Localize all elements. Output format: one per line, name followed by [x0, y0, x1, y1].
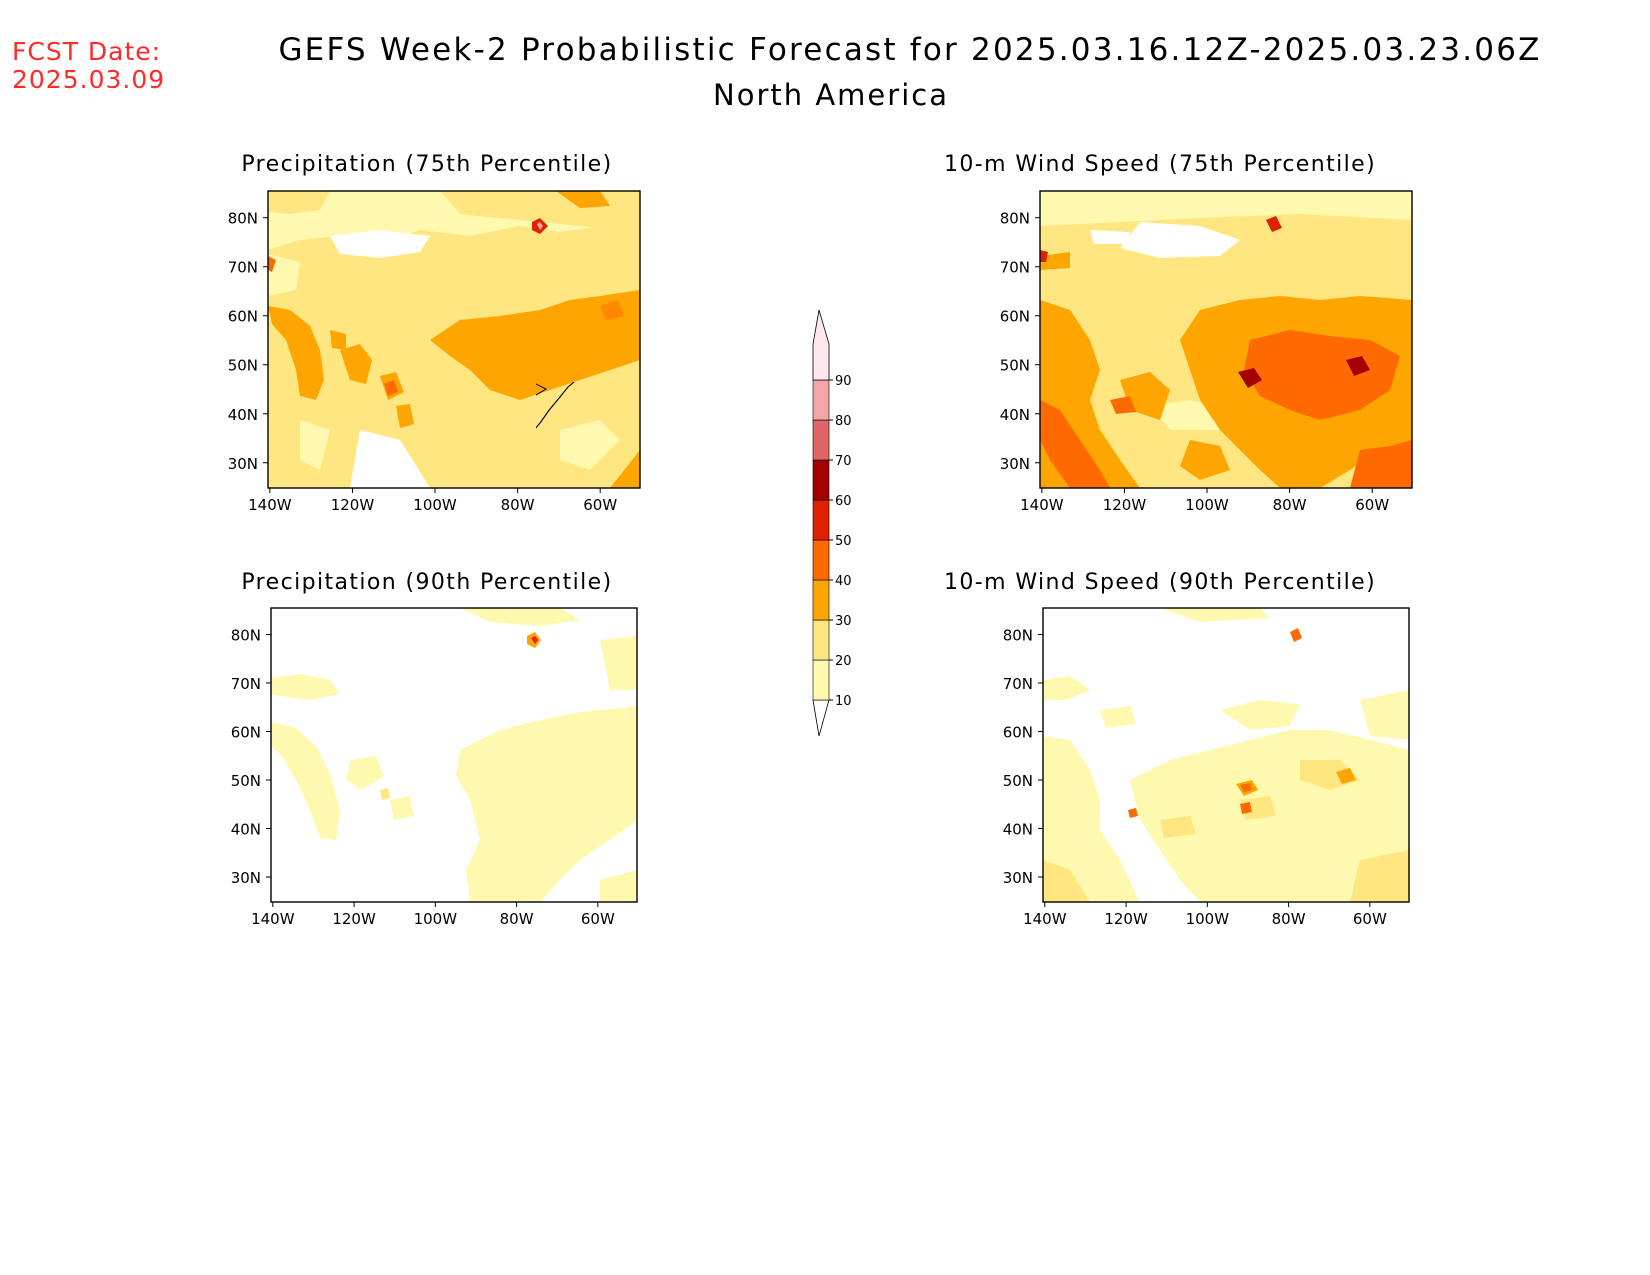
lon-label: 80W: [501, 496, 535, 514]
map-precip75: [267, 190, 641, 489]
lat-label: 30N: [231, 869, 261, 887]
lon-label: 60W: [1353, 910, 1387, 928]
lon-label: 140W: [1020, 496, 1064, 514]
colorbar-label: 60: [835, 494, 852, 509]
colorbar-label: 90: [835, 374, 852, 389]
colorbar-swatch: [812, 499, 830, 541]
forecast-date-label: FCST Date: 2025.03.09: [12, 38, 165, 94]
colorbar-label: 10: [835, 694, 852, 709]
map-precip90: [270, 607, 638, 903]
lon-label: 80W: [500, 910, 534, 928]
lat-label: 40N: [231, 821, 261, 839]
colorbar-label: 80: [835, 414, 852, 429]
main-title-text: GEFS Week-2 Probabilistic Forecast for 2…: [278, 32, 1542, 68]
lon-label: 100W: [413, 496, 457, 514]
lon-label: 100W: [1186, 910, 1230, 928]
lat-label: 30N: [228, 455, 258, 473]
colorbar-swatch: [812, 659, 830, 701]
lat-label: 80N: [228, 210, 258, 228]
lat-label: 50N: [1000, 357, 1030, 375]
axes-layer: 80N 70N 60N 50N 40N 30N 140W 120W 100W 80W 60W 80N 7…: [228, 210, 1390, 928]
lon-label: 120W: [1103, 496, 1147, 514]
colorbar-swatch: [812, 619, 830, 661]
lon-label: 120W: [1104, 910, 1148, 928]
colorbar-label: 40: [835, 574, 852, 589]
lat-label: 60N: [1000, 308, 1030, 326]
map-wind75: [1039, 190, 1413, 489]
colorbar-swatch: [812, 579, 830, 621]
lat-label: 70N: [231, 675, 261, 693]
colorbar-swatch: [812, 419, 830, 461]
lon-label: 60W: [583, 496, 617, 514]
lat-label: 60N: [1003, 723, 1033, 741]
colorbar-swatch: [812, 539, 830, 581]
lon-label: 60W: [581, 910, 615, 928]
region-subtitle-text: North America: [713, 78, 949, 112]
lon-label: 80W: [1273, 496, 1307, 514]
colorbar-swatch: [812, 379, 830, 421]
colorbar-label: 50: [835, 534, 852, 549]
map-wind90: [1042, 607, 1410, 903]
lat-label: 80N: [1003, 626, 1033, 644]
main-title: GEFS Week-2 Probabilistic Forecast for 2…: [0, 32, 1650, 68]
lon-label: 80W: [1272, 910, 1306, 928]
lat-label: 70N: [1003, 675, 1033, 693]
lon-label: 140W: [251, 910, 295, 928]
colorbar-label: 30: [835, 614, 852, 629]
lat-label: 40N: [228, 406, 258, 424]
region-subtitle: North America: [0, 78, 1650, 112]
lat-label: 50N: [231, 772, 261, 790]
forecast-date-value: 2025.03.09: [12, 65, 166, 94]
lat-label: 70N: [1000, 259, 1030, 277]
lon-label: 120W: [332, 910, 376, 928]
lon-label: 100W: [1185, 496, 1229, 514]
lat-label: 40N: [1000, 406, 1030, 424]
lat-label: 50N: [1003, 772, 1033, 790]
lat-label: 30N: [1000, 455, 1030, 473]
panel-title-precip90: Precipitation (90th Percentile): [241, 570, 613, 595]
colorbar: 10 20 30 40 50 60 70 80 90: [812, 309, 852, 737]
colorbar-bottom-cap: [812, 699, 830, 737]
lat-label: 80N: [231, 626, 261, 644]
lat-label: 60N: [231, 723, 261, 741]
colorbar-label: 20: [835, 654, 852, 669]
colorbar-swatch: [812, 309, 830, 381]
lat-label: 30N: [1003, 869, 1033, 887]
lat-label: 80N: [1000, 210, 1030, 228]
colorbar-label: 70: [835, 454, 852, 469]
lon-label: 100W: [414, 910, 458, 928]
panel-title-wind75: 10-m Wind Speed (75th Percentile): [944, 152, 1377, 177]
lat-label: 60N: [228, 308, 258, 326]
forecast-date-caption: FCST Date:: [12, 37, 162, 66]
lon-label: 60W: [1355, 496, 1389, 514]
lat-label: 50N: [228, 357, 258, 375]
lat-label: 40N: [1003, 821, 1033, 839]
colorbar-swatch: [812, 459, 830, 501]
panel-title-precip75: Precipitation (75th Percentile): [241, 152, 613, 177]
lat-label: 70N: [228, 259, 258, 277]
panel-title-wind90: 10-m Wind Speed (90th Percentile): [944, 570, 1377, 595]
lon-label: 140W: [248, 496, 292, 514]
lon-label: 140W: [1023, 910, 1067, 928]
lon-label: 120W: [331, 496, 375, 514]
